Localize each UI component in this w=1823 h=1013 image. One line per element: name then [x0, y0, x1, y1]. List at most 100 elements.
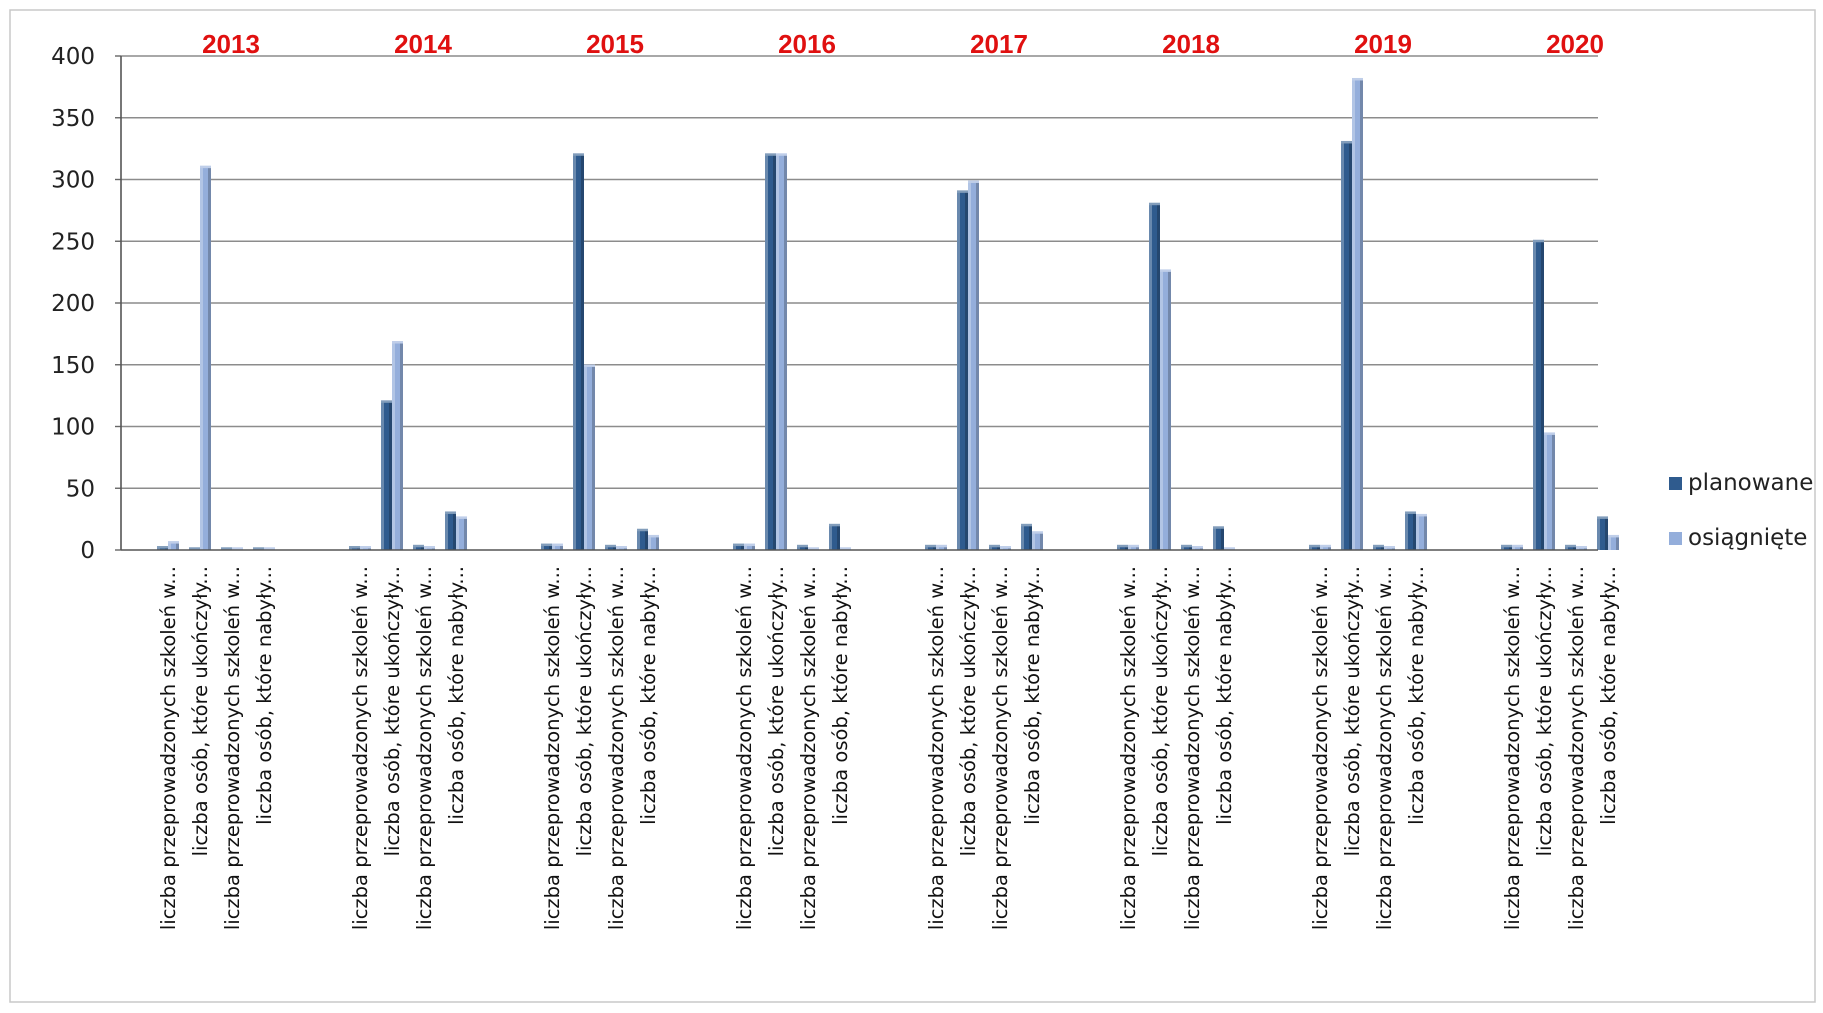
bar-planowane — [765, 153, 776, 551]
year-label: 2017 — [970, 29, 1028, 59]
bar-planowane — [1373, 544, 1384, 550]
x-tick-label: liczba przeprowadzonych szkoleń w... — [1309, 566, 1332, 930]
bar-osiagniete — [584, 364, 595, 550]
x-tick-label: liczba przeprowadzonych szkoleń w... — [733, 566, 756, 930]
bar-planowane — [829, 523, 840, 550]
x-tick-label: liczba przeprowadzonych szkoleń w... — [221, 566, 244, 930]
x-tick-label: liczba osób, które ukończyły... — [1533, 566, 1556, 856]
bar-planowane — [157, 546, 168, 550]
legend: planowane osiągnięte — [1669, 470, 1813, 551]
x-tick-label: liczba osób, które nabyły... — [1213, 566, 1236, 825]
x-tick-label: liczba przeprowadzonych szkoleń w... — [541, 566, 564, 930]
bar-osiagniete — [1000, 546, 1011, 550]
x-tick-label: liczba osób, które ukończyły... — [573, 566, 596, 856]
y-tick-label: 100 — [51, 415, 95, 441]
x-tick-label: liczba osób, które ukończyły... — [381, 566, 404, 856]
x-tick-label: liczba osób, które nabyły... — [829, 566, 852, 825]
bar-osiagniete — [1544, 432, 1555, 550]
year-label: 2014 — [394, 29, 452, 59]
x-tick-label: liczba przeprowadzonych szkoleń w... — [605, 566, 628, 930]
x-tick-label: liczba osób, które nabyły... — [1021, 566, 1044, 825]
bar-planowane — [1309, 544, 1320, 550]
bar-osiagniete — [1512, 544, 1523, 550]
bar-osiagniete — [424, 546, 435, 550]
x-tick-label: liczba osób, które nabyły... — [253, 566, 276, 825]
bar-osiagniete — [968, 180, 979, 550]
x-tick-label: liczba przeprowadzonych szkoleń w... — [989, 566, 1012, 930]
x-tick-label: liczba osób, które nabyły... — [1405, 566, 1428, 825]
bar-planowane — [1181, 544, 1192, 550]
year-label: 2018 — [1162, 29, 1220, 59]
x-tick-label: liczba przeprowadzonych szkoleń w... — [797, 566, 820, 930]
legend-swatch — [1669, 532, 1682, 545]
bar-osiagniete — [1352, 77, 1363, 550]
x-tick-label: liczba osób, które ukończyły... — [1149, 566, 1172, 856]
bar-planowane — [1021, 523, 1032, 550]
x-tick-label: liczba osób, które nabyły... — [637, 566, 660, 825]
x-tick-label: liczba przeprowadzonych szkoleń w... — [413, 566, 436, 930]
y-tick-label: 300 — [51, 168, 95, 194]
legend-swatch — [1669, 477, 1682, 490]
legend-item-planowane: planowane — [1669, 470, 1813, 496]
bar-planowane — [797, 544, 808, 550]
x-tick-label: liczba osób, które nabyły... — [1597, 566, 1620, 825]
x-tick-label: liczba przeprowadzonych szkoleń w... — [1501, 566, 1524, 930]
axes — [120, 56, 1598, 551]
legend-label: osiągnięte — [1688, 525, 1807, 551]
bar-osiagniete — [392, 341, 403, 550]
y-tick-label: 200 — [51, 291, 95, 317]
x-tick-label: liczba przeprowadzonych szkoleń w... — [1565, 566, 1588, 930]
year-label: 2019 — [1354, 29, 1412, 59]
y-tick-label: 250 — [51, 229, 95, 255]
x-tick-label: liczba osób, które ukończyły... — [765, 566, 788, 856]
bar-planowane — [989, 544, 1000, 550]
bar-planowane — [381, 400, 392, 550]
y-axis-ticks: 0 50 100 150 200 250 300 350 400 — [51, 44, 121, 564]
x-tick-label: liczba osób, które ukończyły... — [1341, 566, 1364, 856]
bar-osiagniete — [1160, 269, 1171, 550]
bar-planowane — [957, 190, 968, 550]
bar-osiagniete — [936, 544, 947, 550]
x-tick-label: liczba osób, które nabyły... — [445, 566, 468, 825]
bar-planowane — [541, 543, 552, 550]
y-tick-label: 400 — [51, 44, 95, 70]
x-tick-label: liczba osób, które ukończyły... — [957, 566, 980, 856]
bar-osiagniete — [616, 546, 627, 550]
bar-osiagniete — [776, 153, 787, 551]
bar-planowane — [605, 544, 616, 550]
y-tick-label: 350 — [51, 106, 95, 132]
bar-planowane — [1565, 544, 1576, 550]
bar-planowane — [445, 511, 456, 550]
bar-osiagniete — [744, 543, 755, 550]
bar-osiagniete — [552, 543, 563, 550]
year-label: 2016 — [778, 29, 836, 59]
x-tick-label: liczba przeprowadzonych szkoleń w... — [1373, 566, 1396, 930]
x-tick-label: liczba przeprowadzonych szkoleń w... — [1181, 566, 1204, 930]
bar-planowane — [1117, 544, 1128, 550]
bar-planowane — [1533, 239, 1544, 550]
bar-planowane — [1341, 140, 1352, 550]
x-tick-label: liczba osób, które ukończyły... — [189, 566, 212, 856]
bar-osiagniete — [456, 516, 467, 550]
legend-item-osiagniete: osiągnięte — [1669, 525, 1807, 551]
bar-planowane — [413, 544, 424, 550]
x-axis-ticks: liczba przeprowadzonych szkoleń w... licz… — [157, 566, 1620, 930]
bar-osiagniete — [1128, 544, 1139, 550]
bar-osiagniete — [1576, 546, 1587, 550]
bar-osiagniete — [1032, 531, 1043, 550]
year-label: 2020 — [1546, 29, 1604, 59]
bar-planowane — [1213, 526, 1224, 550]
bar-planowane — [1597, 516, 1608, 550]
bar-osiagniete — [1320, 544, 1331, 550]
bars — [157, 77, 1619, 551]
y-tick-label: 0 — [80, 538, 95, 564]
bar-planowane — [733, 543, 744, 550]
bar-planowane — [925, 544, 936, 550]
chart-frame — [9, 9, 1816, 1003]
bar-planowane — [1149, 202, 1160, 550]
legend-label: planowane — [1688, 470, 1813, 496]
bar-planowane — [1501, 544, 1512, 550]
bar-osiagniete — [1416, 513, 1427, 550]
bar-planowane — [573, 153, 584, 551]
